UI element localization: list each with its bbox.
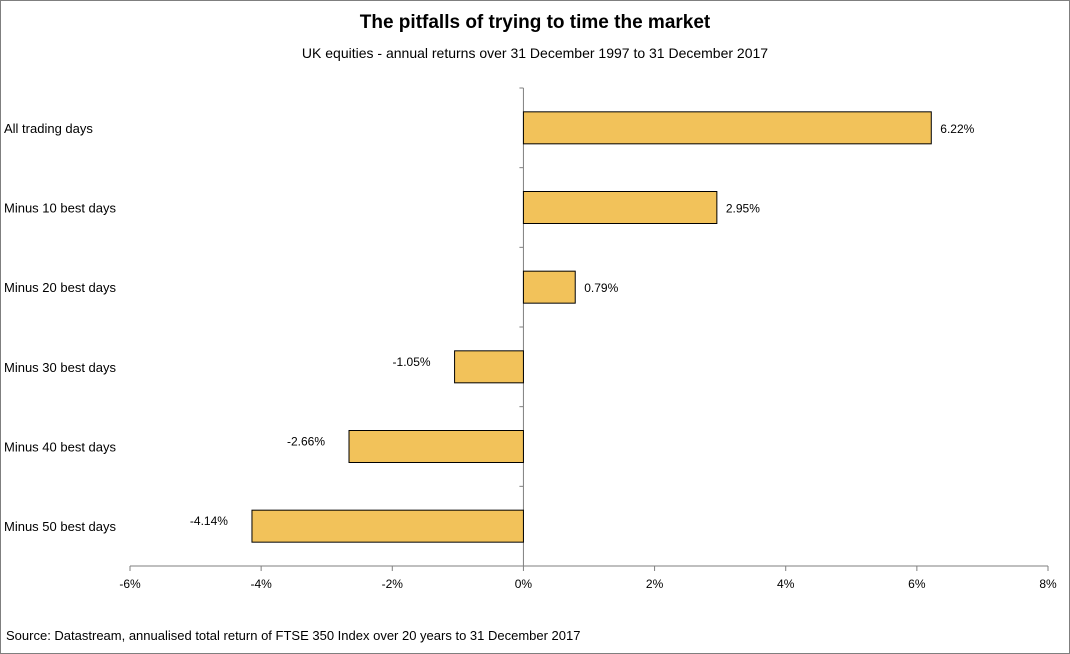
- x-tick-label: 4%: [777, 577, 795, 591]
- bar: [522, 191, 718, 224]
- bar: [251, 509, 524, 543]
- x-tick-label: 0%: [515, 577, 533, 591]
- x-tick-label: 8%: [1039, 577, 1057, 591]
- category-label: Minus 10 best days: [4, 201, 117, 216]
- data-label: -2.66%: [287, 435, 325, 449]
- bar: [522, 270, 576, 304]
- x-tick-label: 6%: [908, 577, 926, 591]
- category-label: Minus 40 best days: [4, 440, 117, 455]
- category-label: Minus 50 best days: [4, 519, 117, 534]
- data-label: 0.79%: [584, 281, 618, 295]
- category-label: All trading days: [4, 121, 93, 136]
- bar: [454, 350, 524, 384]
- bar: [348, 430, 524, 463]
- chart-title: The pitfalls of trying to time the marke…: [359, 12, 711, 33]
- data-label: -4.14%: [190, 514, 228, 528]
- data-label: 2.95%: [726, 202, 760, 216]
- data-label: -1.05%: [393, 355, 431, 369]
- source-note: Source: Datastream, annualised total ret…: [6, 628, 581, 643]
- chart-subtitle: UK equities - annual returns over 31 Dec…: [301, 45, 769, 61]
- data-label: 6.22%: [940, 122, 974, 136]
- x-tick-label: -4%: [250, 577, 272, 591]
- x-tick-label: 2%: [646, 577, 664, 591]
- x-tick-label: -2%: [382, 577, 404, 591]
- x-tick-label: -6%: [119, 577, 141, 591]
- bar: [522, 111, 932, 145]
- category-label: Minus 30 best days: [4, 360, 117, 375]
- category-label: Minus 20 best days: [4, 280, 117, 295]
